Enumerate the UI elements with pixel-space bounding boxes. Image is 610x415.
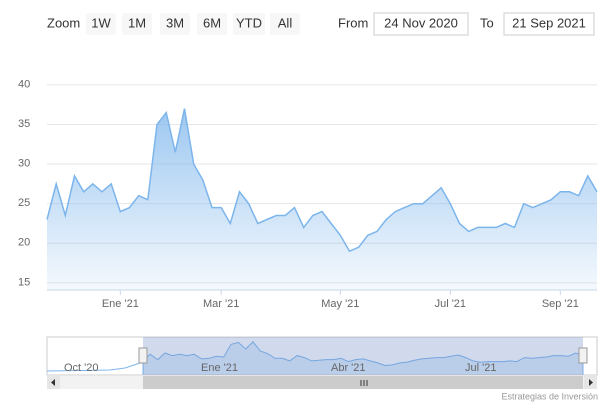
range-button[interactable] <box>86 13 116 35</box>
y-tick-label: 15 <box>18 276 30 288</box>
range-button[interactable] <box>160 13 190 35</box>
navigator-history <box>46 362 141 372</box>
line <box>46 108 598 253</box>
y-tick-label: 40 <box>18 78 30 90</box>
range-button-label: 3M <box>166 15 184 30</box>
x-tick-label: May '21 <box>321 298 359 310</box>
y-tick-label: 20 <box>18 237 30 249</box>
navigator-series <box>142 341 584 376</box>
zoom-label: Zoom <box>47 15 80 30</box>
x-tick-label: Jul '21 <box>435 298 466 310</box>
to-label: To <box>480 15 494 30</box>
navigator-label: Ene '21 <box>201 362 238 374</box>
range-button[interactable] <box>197 13 227 35</box>
range-button-label: 6M <box>203 15 221 30</box>
navigator-label: Abr '21 <box>331 362 366 374</box>
navigator-label: Oct '20 <box>64 362 99 374</box>
area <box>47 108 597 290</box>
range-button-label: YTD <box>236 15 262 30</box>
navigator-selection[interactable] <box>143 337 583 375</box>
range-button-label: 1W <box>91 15 111 30</box>
range-button-label: 1M <box>128 15 146 30</box>
x-tick-label: Mar '21 <box>203 298 239 310</box>
y-tick-label: 35 <box>18 118 30 130</box>
x-tick-label: Sep '21 <box>542 298 579 310</box>
range-button-label: All <box>278 15 293 30</box>
to-input[interactable] <box>503 12 595 36</box>
range-button[interactable] <box>122 13 152 35</box>
y-tick-label: 25 <box>18 197 30 209</box>
scrollbar-grip <box>360 380 368 386</box>
scrollbar-thumb[interactable] <box>143 376 583 389</box>
navigator-handle[interactable] <box>578 347 588 364</box>
x-tick-label: Ene '21 <box>102 298 139 310</box>
navigator-handle[interactable] <box>138 347 148 364</box>
navigator-frame <box>46 336 598 376</box>
credits: Estrategias de Inversión <box>501 391 598 401</box>
to-date: 21 Sep 2021 <box>512 15 586 30</box>
range-button[interactable] <box>233 13 265 35</box>
y-tick-label: 30 <box>18 157 30 169</box>
arrow <box>51 379 55 386</box>
from-label: From <box>338 15 368 30</box>
arrow <box>589 379 593 386</box>
from-input[interactable] <box>373 12 469 36</box>
navigator-label: Jul '21 <box>465 362 496 374</box>
from-date: 24 Nov 2020 <box>384 15 458 30</box>
range-button[interactable] <box>270 13 300 35</box>
